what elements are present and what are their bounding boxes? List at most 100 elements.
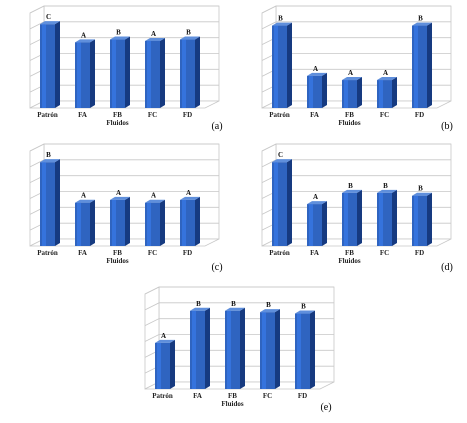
category-label: FB	[345, 249, 354, 257]
bar-top	[180, 196, 200, 200]
category-label: Patrón	[37, 111, 58, 119]
bar-side	[287, 159, 292, 246]
category-label: Patrón	[37, 249, 58, 257]
bar-highlight	[274, 25, 278, 108]
bar-label: B	[266, 301, 271, 309]
category-label: FC	[263, 392, 272, 400]
bar-FA	[307, 201, 327, 246]
bar-FD	[412, 22, 432, 108]
bar-FA	[75, 39, 95, 108]
bar-top	[412, 192, 432, 196]
bar-top	[75, 39, 95, 43]
category-label: FA	[78, 249, 87, 257]
bar-highlight	[344, 192, 348, 246]
bar-FB	[225, 307, 245, 389]
bar-top	[155, 339, 175, 343]
bar-top	[412, 22, 432, 26]
category-label: FC	[148, 111, 157, 119]
category-label: Patrón	[269, 249, 290, 257]
bar-FB	[110, 196, 130, 246]
category-label: FD	[415, 249, 424, 257]
bar-highlight	[274, 162, 278, 246]
bar-side	[322, 72, 327, 108]
bar-label: A	[161, 332, 166, 340]
category-label: FD	[415, 111, 424, 119]
category-label: FA	[310, 111, 319, 119]
category-label: FA	[310, 249, 319, 257]
bar-label: B	[46, 151, 51, 159]
bar-label: A	[81, 192, 86, 200]
bar-highlight	[414, 195, 418, 246]
category-label: Patrón	[269, 111, 290, 119]
bar-label: C	[46, 13, 51, 21]
bar-side	[160, 37, 165, 108]
bar-label: A	[116, 189, 121, 197]
bar-side	[55, 159, 60, 246]
bar-top	[225, 307, 245, 311]
bar-label: B	[418, 15, 423, 23]
bar-FA	[307, 72, 327, 108]
bar-side	[357, 189, 362, 246]
bar-top	[110, 36, 130, 40]
panel-label: (e)	[320, 402, 331, 413]
bar-top	[377, 189, 397, 193]
bar-top	[307, 201, 327, 205]
bar-top	[40, 159, 60, 163]
bar-top	[307, 72, 327, 76]
bar-side	[90, 199, 95, 246]
bar-side	[125, 36, 130, 109]
bar-side	[287, 22, 292, 108]
bar-FD	[180, 196, 200, 246]
bar-label: B	[278, 15, 283, 23]
category-label: FB	[228, 392, 237, 400]
bar-top	[190, 307, 210, 311]
bar-FC	[377, 189, 397, 246]
gridline	[29, 5, 219, 14]
bar-FC	[377, 77, 397, 108]
bar-highlight	[42, 24, 46, 109]
category-label: FB	[113, 111, 122, 119]
bar-highlight	[182, 199, 186, 246]
x-axis-label: Fluidos	[106, 257, 128, 265]
bar-label: B	[418, 185, 423, 193]
bar-label: B	[348, 182, 353, 190]
bar-top	[295, 310, 315, 314]
bar-Patrón	[272, 159, 292, 246]
bar-highlight	[112, 199, 116, 246]
bar-FC	[145, 199, 165, 246]
category-label: FD	[298, 392, 307, 400]
bar-top	[110, 196, 130, 200]
bar-side	[160, 199, 165, 246]
bar-label: A	[81, 31, 86, 39]
bar-FC	[145, 37, 165, 108]
category-label: FB	[345, 111, 354, 119]
bar-label: A	[151, 192, 156, 200]
bar-label: B	[186, 29, 191, 37]
bar-highlight	[112, 39, 116, 109]
bar-top	[377, 77, 397, 81]
bar-label: B	[383, 182, 388, 190]
bar-highlight	[42, 162, 46, 246]
bar-highlight	[147, 202, 151, 246]
bar-highlight	[157, 342, 161, 389]
bar-highlight	[309, 204, 313, 246]
bar-highlight	[309, 75, 313, 108]
category-label: FC	[148, 249, 157, 257]
bar-top	[260, 309, 280, 313]
bar-side	[310, 310, 315, 389]
panel-label: (a)	[211, 121, 222, 132]
bar-FC	[260, 309, 280, 389]
bar-top	[342, 189, 362, 193]
bar-label: A	[186, 189, 191, 197]
bar-highlight	[414, 25, 418, 108]
panel-label: (b)	[441, 121, 453, 132]
bar-label: B	[231, 300, 236, 308]
bar-highlight	[379, 192, 383, 246]
bar-highlight	[182, 39, 186, 109]
bar-side	[195, 36, 200, 109]
gridline	[144, 286, 334, 295]
bar-highlight	[192, 310, 196, 389]
gridline	[261, 143, 451, 152]
bar-FD	[180, 36, 200, 109]
